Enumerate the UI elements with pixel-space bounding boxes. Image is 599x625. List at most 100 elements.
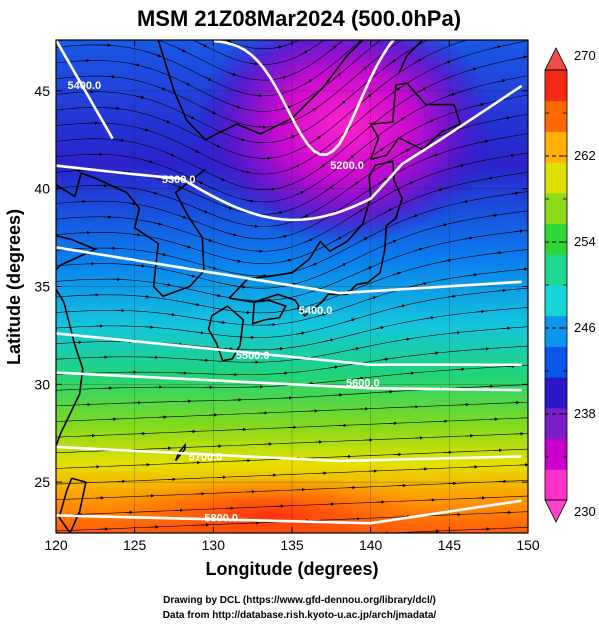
wind-arrow: [334, 393, 343, 397]
wind-arrow: [502, 326, 511, 330]
wind-arrow: [438, 223, 448, 227]
wind-arrow: [199, 209, 209, 214]
wind-arrow: [132, 233, 141, 237]
wind-arrow: [224, 347, 234, 351]
wind-arrow: [351, 347, 360, 351]
contour-label: 5500.0: [236, 350, 270, 362]
wind-arrow: [181, 81, 191, 86]
streamline: [56, 40, 402, 128]
wind-arrow: [182, 244, 192, 249]
contour-label: 5400.0: [67, 80, 101, 92]
wind-arrow: [455, 163, 465, 168]
wind-arrow: [396, 117, 405, 124]
wind-arrow: [374, 148, 384, 155]
wind-arrow: [273, 45, 283, 49]
contour-label: 5200.0: [330, 160, 364, 172]
colorbar-segment: [545, 469, 567, 501]
wind-arrow: [383, 32, 391, 38]
wind-arrow: [278, 75, 287, 80]
y-tick-label: 40: [34, 181, 50, 197]
wind-arrow: [136, 264, 146, 268]
wind-arrow: [291, 306, 301, 311]
x-tick-label: 125: [123, 537, 147, 553]
wind-arrow: [510, 191, 519, 195]
wind-arrow: [299, 50, 309, 56]
contour-label: 5700.0: [189, 452, 223, 464]
y-tick-label: 35: [34, 279, 50, 295]
colorbar-tick-label: 230: [574, 504, 596, 519]
wind-arrow: [367, 121, 376, 129]
wind-arrow: [278, 234, 288, 239]
wind-arrow: [501, 116, 511, 120]
wind-arrow: [174, 342, 183, 347]
streamline: [56, 229, 528, 301]
x-tick-label: 120: [44, 537, 68, 553]
coastline: [56, 168, 206, 298]
height-contour: [56, 246, 522, 295]
colorbar-tick-label: 254: [574, 234, 596, 249]
wind-arrow: [228, 233, 237, 237]
wind-arrow: [224, 40, 232, 43]
x-tick-label: 135: [280, 537, 304, 553]
wind-arrow: [131, 63, 141, 67]
wind-arrow: [355, 376, 365, 381]
wind-arrow: [283, 258, 292, 263]
wind-arrow: [430, 351, 440, 355]
wind-arrow: [316, 163, 326, 171]
colorbar-segment: [545, 131, 567, 163]
wind-arrow: [409, 214, 419, 219]
wind-arrow: [519, 267, 528, 271]
wind-arrow: [328, 45, 337, 53]
wind-arrow: [308, 262, 318, 267]
wind-arrow: [177, 214, 187, 219]
wind-arrow: [333, 236, 343, 242]
wind-arrow: [368, 296, 377, 300]
wind-arrow: [391, 87, 401, 94]
wind-arrow: [375, 325, 385, 330]
wind-arrow: [480, 347, 490, 351]
wind-arrow: [166, 312, 176, 317]
wind-arrow: [346, 318, 356, 322]
wind-arrow: [140, 294, 150, 299]
wind-arrow: [379, 178, 388, 184]
colorbar-segment: [545, 192, 567, 225]
wind-arrow: [145, 325, 154, 329]
wind-arrow: [203, 76, 212, 81]
wind-arrow: [115, 138, 125, 143]
wind-arrow: [397, 304, 406, 308]
wind-arrow: [161, 119, 171, 124]
wind-arrow: [153, 222, 163, 226]
height-contour: [213, 40, 396, 156]
wind-arrow: [194, 179, 204, 185]
colorbar-segment: [545, 285, 567, 317]
credit-data: Data from http://database.rish.kyoto-u.a…: [162, 610, 437, 621]
wind-arrow: [195, 330, 205, 335]
wind-arrow: [488, 213, 498, 218]
wind-arrow: [392, 271, 402, 276]
wind-arrow: [488, 16, 496, 18]
wind-arrow: [325, 338, 334, 342]
wind-arrow: [456, 367, 465, 371]
y-tick-label: 45: [34, 83, 50, 99]
wind-arrow: [380, 357, 389, 362]
wind-arrow: [217, 320, 226, 325]
streamline: [56, 40, 381, 112]
wind-arrow: [484, 176, 494, 180]
wind-arrow: [267, 322, 277, 327]
streamline: [56, 191, 528, 277]
wind-arrow: [332, 72, 342, 81]
wind-arrow: [135, 95, 145, 99]
colorbar-segment: [545, 223, 567, 255]
wind-arrow: [425, 316, 435, 320]
x-axis-label: Longitude (degrees): [205, 559, 378, 579]
height-contour: [56, 499, 522, 525]
streamline: [56, 133, 528, 240]
wind-arrow: [249, 62, 258, 66]
wind-arrow: [337, 263, 347, 268]
wind-arrow: [237, 285, 246, 289]
wind-arrow: [304, 238, 314, 243]
coastline: [228, 160, 403, 318]
colorbar-tick-label: 262: [574, 148, 596, 163]
x-tick-label: 130: [202, 537, 226, 553]
height-contour: [56, 40, 114, 140]
